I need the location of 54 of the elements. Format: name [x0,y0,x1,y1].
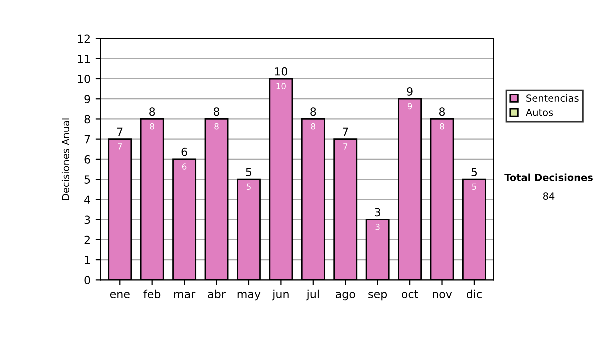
x-tick-label: jun [272,290,289,301]
data-label: 8 [311,123,316,130]
data-label: 5 [246,184,251,190]
y-tick-label: 9 [84,95,90,104]
y-tick-label: 10 [78,74,90,84]
data-label: 7 [344,144,348,150]
total-label: 3 [375,208,380,217]
text: Total Decisiones [504,174,593,182]
data-label: 8 [150,123,154,130]
y-axis-title: Decisiones Anual [62,118,70,200]
x-tick-label: dic [466,290,482,298]
data-label: 3 [376,224,380,230]
total-label: 8 [439,108,446,116]
data-label: 7 [118,144,122,150]
data-label: 6 [182,164,187,170]
total-label: 7 [118,128,123,136]
data-label: 5 [472,184,476,190]
total-label: 8 [310,108,316,116]
y-tick-label: 1 [85,256,90,264]
total-label: 7 [342,128,348,136]
total-label: 10 [275,67,288,76]
x-tick-label: mar [174,292,196,298]
y-tick-label: 11 [78,54,90,64]
y-tick-label: 3 [84,216,90,224]
x-tick-label: ene [110,292,130,298]
total-label: 9 [407,88,413,96]
y-tick-label: 4 [84,196,90,204]
total-label: 5 [472,168,478,176]
total-label: 8 [150,108,156,116]
y-tick-label: 8 [84,115,90,124]
legend-label: Autos [526,109,554,116]
x-tick-label: sep [368,292,388,301]
y-tick-label: 0 [84,276,90,285]
x-tick-label: abr [208,290,226,298]
data-label: 8 [214,123,219,130]
total-label: 6 [182,148,188,156]
x-tick-label: ago [336,292,356,301]
y-tick-label: 2 [84,236,90,244]
x-tick-label: jul [306,290,319,301]
data-label: 8 [440,123,444,130]
y-tick-label: 6 [84,155,90,164]
x-tick-label: nov [433,292,452,298]
total-label: 8 [214,108,220,116]
y-tick-label: 12 [78,34,90,43]
x-tick-label: feb [144,290,161,298]
y-tick-label: 7 [84,135,90,144]
data-label: 9 [408,103,412,110]
data-label: 10 [276,83,286,90]
x-tick-label: may [238,292,261,301]
y-tick-label: 5 [84,176,90,184]
text: 84 [543,192,555,200]
x-tick-label: oct [402,290,418,298]
legend-label: Sentencias [526,94,579,102]
total-label: 5 [246,168,252,176]
